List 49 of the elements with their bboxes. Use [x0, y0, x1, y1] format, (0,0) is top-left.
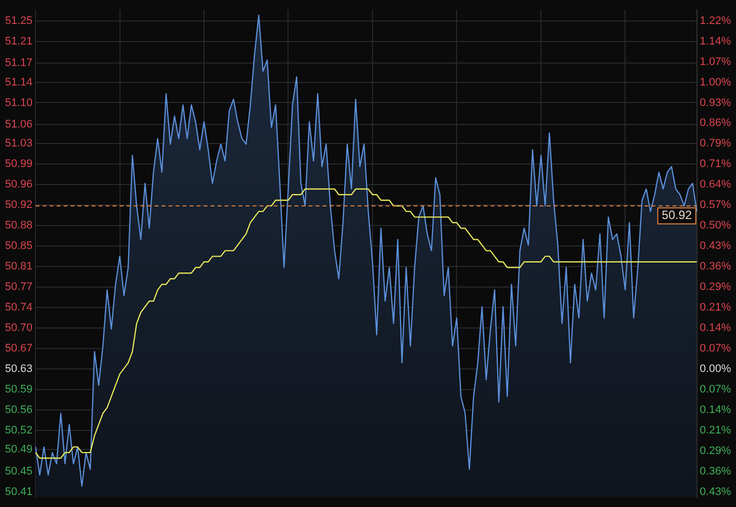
- y-tick-label: 50.77: [4, 281, 33, 294]
- y2-tick-label: 0.86%: [700, 117, 732, 130]
- y2-tick-label: 0.07%: [700, 342, 732, 354]
- y2-tick-label: 0.50%: [700, 220, 732, 232]
- y-tick-label: 50.92: [4, 199, 33, 212]
- y-tick-label: 50.74: [4, 302, 33, 314]
- y-tick-label: 50.59: [4, 383, 33, 396]
- y2-tick-label: 1.07%: [700, 56, 732, 68]
- y-tick-label: 50.81: [4, 260, 33, 273]
- y-tick-label: 50.49: [4, 444, 33, 456]
- y2-tick-label: 0.21%: [700, 424, 732, 436]
- y2-tick-label: 0.36%: [700, 465, 732, 478]
- y2-tick-label: 1.22%: [700, 14, 732, 27]
- y2-tick-label: 0.36%: [700, 260, 732, 273]
- y2-tick-label: 0.71%: [700, 158, 732, 170]
- ref-line-label: 50.92: [662, 208, 692, 222]
- y2-tick-label: 0.29%: [700, 281, 732, 294]
- y2-tick-label: 0.93%: [700, 96, 732, 109]
- y-tick-label: 50.45: [4, 465, 33, 478]
- y2-tick-label: 0.57%: [700, 199, 732, 212]
- y-tick-label: 50.56: [4, 404, 33, 416]
- y-tick-label: 50.41: [4, 486, 33, 498]
- y-tick-label: 51.10: [4, 96, 33, 109]
- y-tick-label: 51.14: [4, 76, 33, 88]
- y-tick-label: 50.99: [4, 158, 33, 170]
- y-tick-label: 50.63: [4, 362, 33, 375]
- y-tick-label: 50.88: [4, 220, 33, 232]
- y2-tick-label: 1.00%: [700, 76, 732, 88]
- y2-tick-label: 0.21%: [700, 302, 732, 314]
- y2-tick-label: 1.14%: [700, 35, 732, 48]
- y2-tick-label: 0.14%: [700, 404, 732, 416]
- y2-tick-label: 0.64%: [700, 178, 732, 191]
- y2-tick-label: 0.79%: [700, 138, 732, 150]
- y2-tick-label: 0.43%: [700, 486, 732, 498]
- y-tick-label: 51.25: [4, 14, 33, 27]
- y-tick-label: 51.03: [4, 138, 33, 150]
- y-tick-label: 50.67: [4, 342, 33, 354]
- y2-tick-label: 0.43%: [700, 240, 732, 252]
- y2-tick-label: 0.00%: [700, 362, 732, 375]
- y-tick-label: 50.52: [4, 424, 33, 436]
- y2-tick-label: 0.29%: [700, 444, 732, 457]
- y-tick-label: 50.96: [4, 178, 33, 191]
- y-tick-label: 50.70: [4, 322, 33, 334]
- y2-tick-label: 0.07%: [700, 383, 732, 396]
- y-tick-label: 51.17: [4, 56, 33, 69]
- y2-tick-label: 0.14%: [700, 322, 732, 334]
- y-tick-label: 51.06: [4, 118, 33, 131]
- y-tick-label: 50.85: [4, 240, 33, 252]
- y-tick-label: 51.21: [4, 35, 33, 48]
